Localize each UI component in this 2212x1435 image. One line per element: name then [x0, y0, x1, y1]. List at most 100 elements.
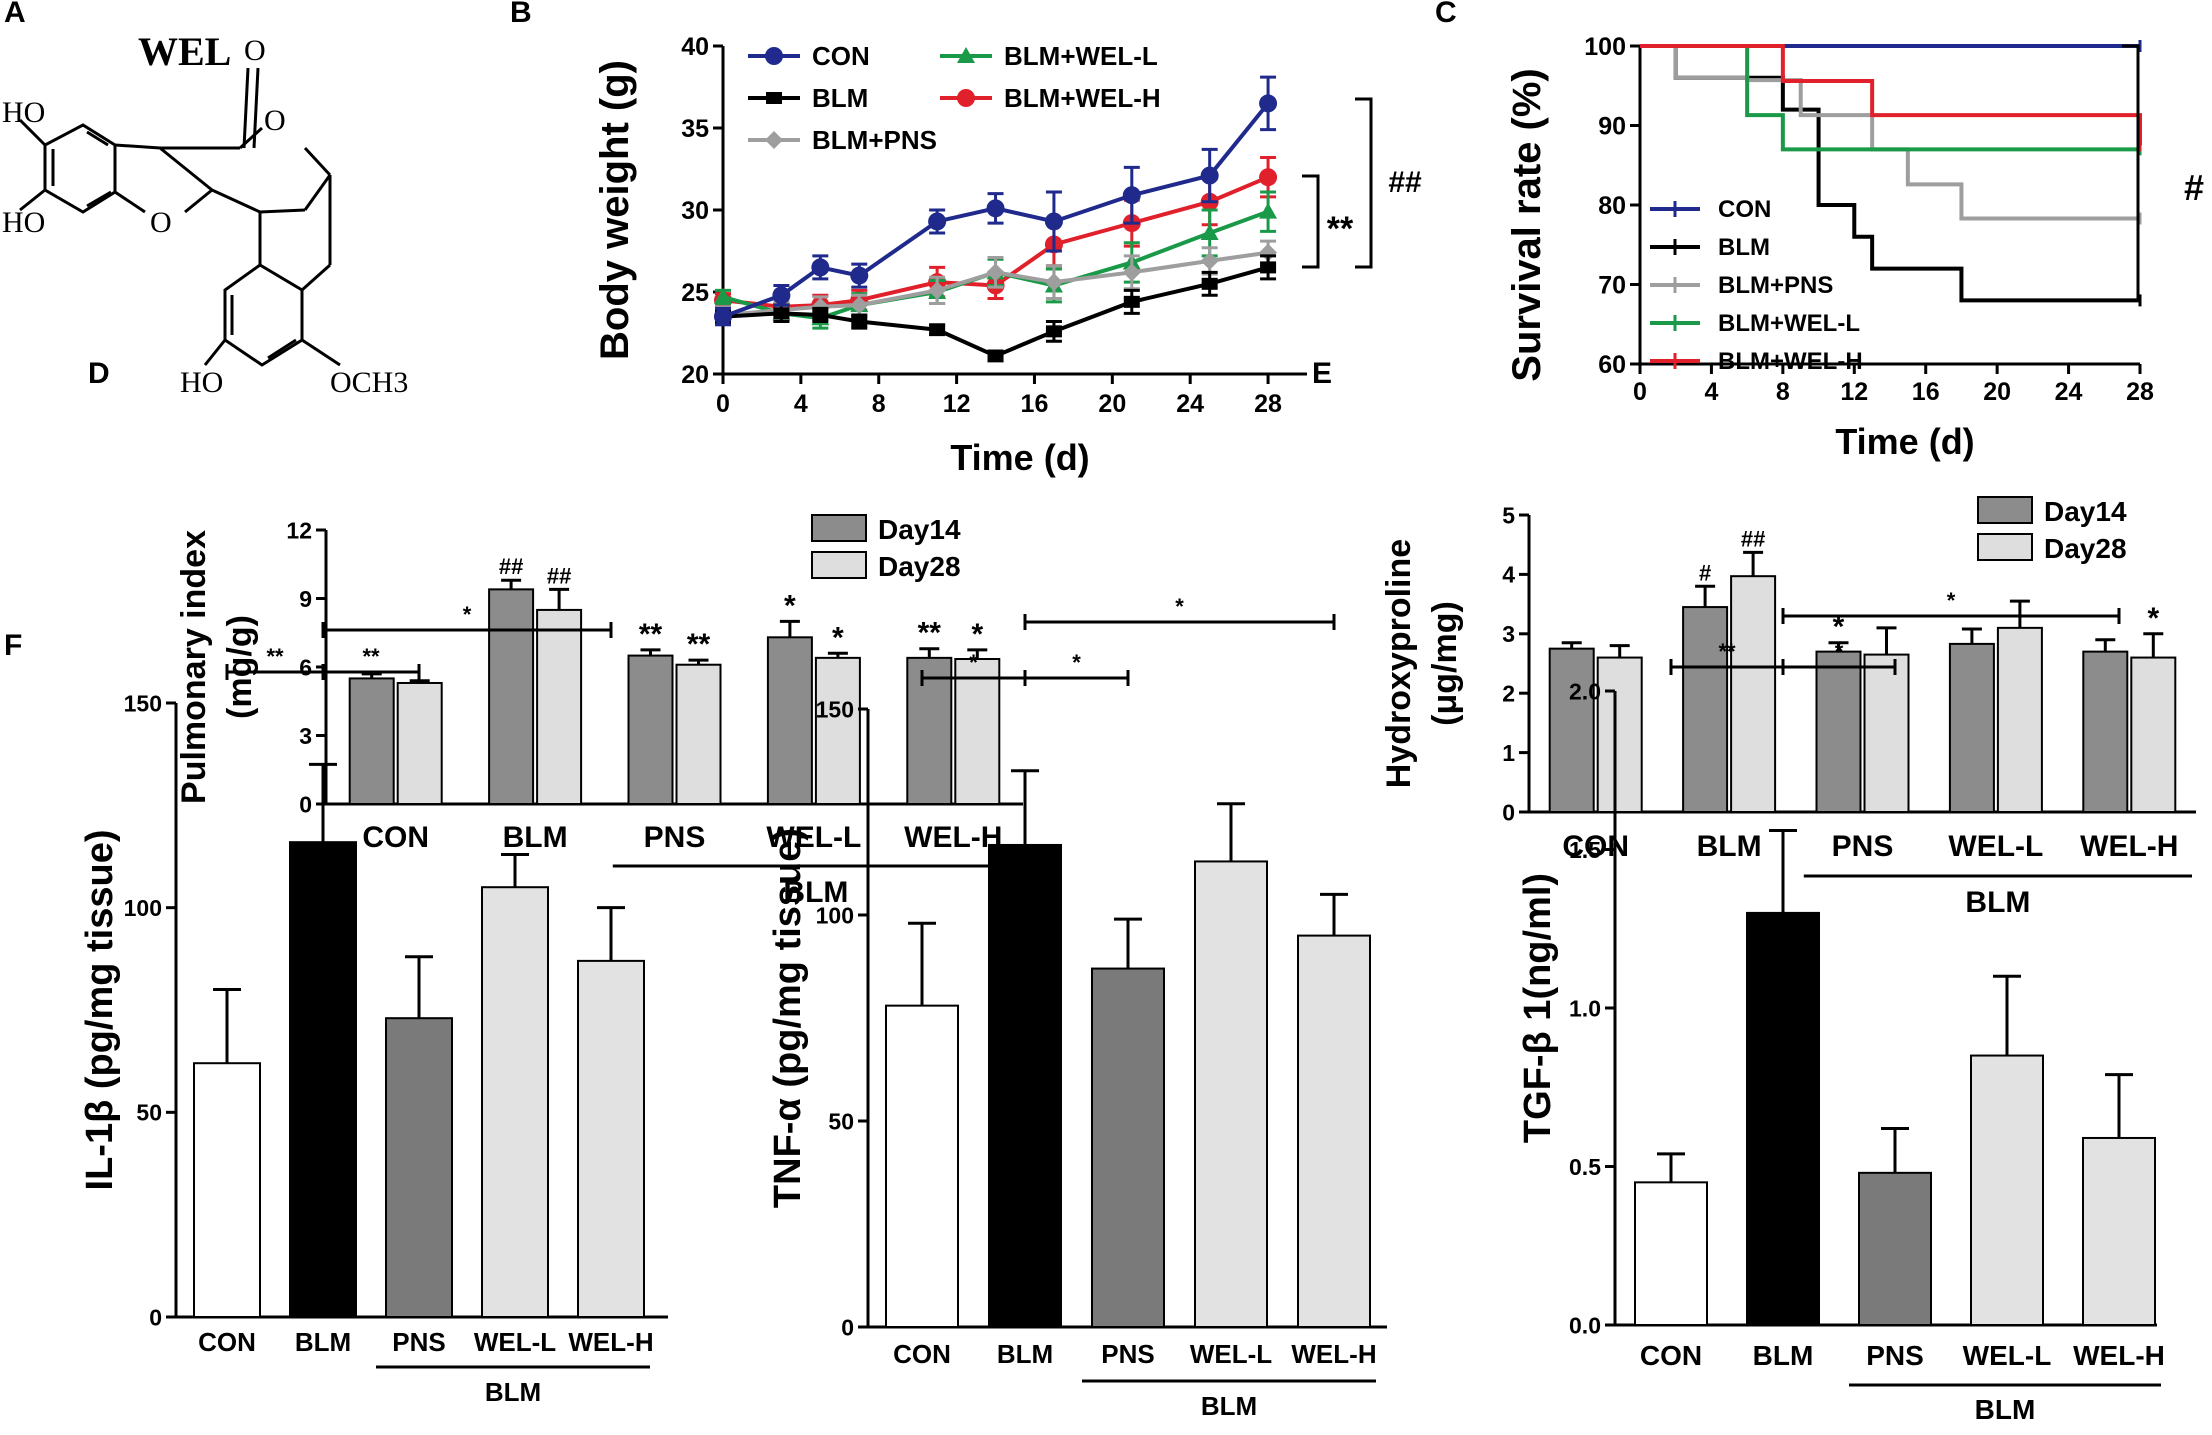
E-group-label: BLM	[1965, 886, 2030, 919]
B-point	[714, 287, 732, 304]
E-category-label: CON	[1562, 830, 1629, 863]
B-legend-label: BLM+WEL-L	[1004, 41, 1158, 71]
C-x-axis-title: Time (d)	[1835, 421, 1974, 462]
C-sig-label: #	[2184, 167, 2204, 208]
structure-label-o-ring: O	[264, 104, 286, 137]
E-legend-label: Day28	[2044, 533, 2127, 564]
F2-bar	[1297, 934, 1371, 1328]
E-bar	[1730, 575, 1777, 813]
D-sig-label: *	[971, 618, 983, 651]
B-point	[986, 199, 1005, 218]
D-category-label: WEL-H	[904, 821, 1002, 854]
C-x-tick-label: 20	[1983, 378, 2011, 406]
F1-comparison-label: *	[463, 602, 472, 627]
F2-bar	[988, 843, 1062, 1329]
F1-bar	[385, 1017, 453, 1318]
C-y-tick-label: 80	[1598, 192, 1626, 220]
B-x-tick-label: 24	[1176, 390, 1204, 418]
B-point	[1259, 202, 1278, 219]
D-bar	[954, 658, 1001, 806]
B-x-tick-label: 12	[943, 390, 971, 418]
F2-comparison-label: *	[1072, 650, 1081, 675]
F2-category-label: BLM	[997, 1339, 1053, 1369]
F3-bar	[1746, 911, 1820, 1327]
C-y-axis-title: Survival rate (%)	[1505, 68, 1549, 381]
C-x-tick-label: 24	[2055, 378, 2083, 406]
F3-bar	[1970, 1054, 2044, 1327]
D-sig-label: *	[784, 589, 796, 622]
D-bar	[348, 677, 395, 806]
F2-group-label: BLM	[1201, 1391, 1257, 1421]
E-bar	[2130, 656, 2177, 813]
C-survival-curve	[1640, 44, 2140, 152]
E-bar	[1815, 650, 1862, 813]
E-bar	[1548, 647, 1595, 814]
structure-label-ho-1: HO	[2, 96, 45, 129]
B-point	[811, 258, 830, 277]
C-y-tick-label: 90	[1598, 113, 1626, 141]
F1-y-axis-title: IL-1β (pg/mg tissue)	[79, 830, 121, 1191]
D-legend-label: Day14	[878, 514, 961, 545]
D-bar	[536, 608, 583, 806]
F1-category-label: BLM	[295, 1327, 351, 1357]
F2-category-label: CON	[893, 1339, 951, 1369]
C-survival-curve	[1640, 44, 2142, 146]
B-sig-bracket	[1355, 97, 1373, 269]
structure-label-ho-3: HO	[180, 366, 223, 399]
F2-bar	[1091, 967, 1165, 1328]
B-legend-label: CON	[812, 41, 870, 71]
B-point	[1200, 251, 1219, 270]
D-y-axis-title: Pulmonary index	[175, 530, 213, 804]
C-survival-curve	[1640, 44, 2140, 221]
F2-comparison-label: *	[969, 650, 978, 675]
E-y-axis-title-units: (μg/mg)	[1426, 601, 1464, 726]
B-legend-marker	[765, 47, 783, 65]
F1-category-label: WEL-H	[568, 1327, 653, 1357]
E-category-label: BLM	[1697, 830, 1762, 863]
F1-category-label: WEL-L	[474, 1327, 556, 1357]
F2-category-label: WEL-L	[1190, 1339, 1272, 1369]
D-group-label: BLM	[783, 876, 848, 909]
C-x-tick-label: 8	[1776, 378, 1790, 406]
D-legend-swatch	[811, 514, 867, 542]
F1-comparison-label: **	[362, 644, 380, 669]
C-legend-label: CON	[1718, 196, 1771, 223]
B-point	[1045, 325, 1062, 338]
F2-comparison-label: *	[1175, 594, 1184, 619]
F2-category-label: WEL-H	[1291, 1339, 1376, 1369]
F3-category-label: BLM	[1753, 1340, 1814, 1371]
F2-y-tick-label: 150	[816, 696, 854, 722]
B-point	[928, 281, 947, 300]
B-y-tick-label: 25	[681, 279, 709, 307]
B-point	[986, 263, 1005, 282]
E-bar	[1948, 642, 1995, 814]
B-legend-marker	[766, 92, 782, 104]
F3-y-tick-label: 0.0	[1569, 1312, 1601, 1338]
D-sig-label: ##	[499, 554, 523, 579]
F3-bar	[1858, 1171, 1932, 1326]
E-y-tick-label: 3	[1502, 621, 1515, 647]
B-point	[987, 349, 1004, 362]
F2-y-tick-label: 0	[841, 1314, 854, 1340]
B-point	[1044, 273, 1063, 292]
E-sig-label: *	[2147, 602, 2159, 635]
B-sig-label: **	[1327, 210, 1354, 248]
C-y-tick-label: 70	[1598, 272, 1626, 300]
D-bar	[814, 656, 861, 805]
E-sig-label: *	[1833, 611, 1845, 644]
F1-comparison-label: **	[266, 644, 284, 669]
E-bar	[1682, 606, 1729, 813]
D-y-tick-label: 0	[299, 791, 312, 817]
C-legend-label: BLM	[1718, 234, 1770, 261]
B-y-tick-label: 35	[681, 115, 709, 143]
F3-y-tick-label: 1.0	[1569, 995, 1601, 1021]
D-y-tick-label: 9	[299, 586, 312, 612]
B-point	[1123, 295, 1140, 308]
B-point	[851, 315, 868, 328]
F3-comparison-label: **	[1718, 639, 1736, 664]
B-point	[772, 286, 791, 305]
F1-y-tick-label: 50	[136, 1100, 162, 1126]
B-sig-bracket	[1302, 174, 1320, 269]
B-point	[928, 212, 947, 231]
